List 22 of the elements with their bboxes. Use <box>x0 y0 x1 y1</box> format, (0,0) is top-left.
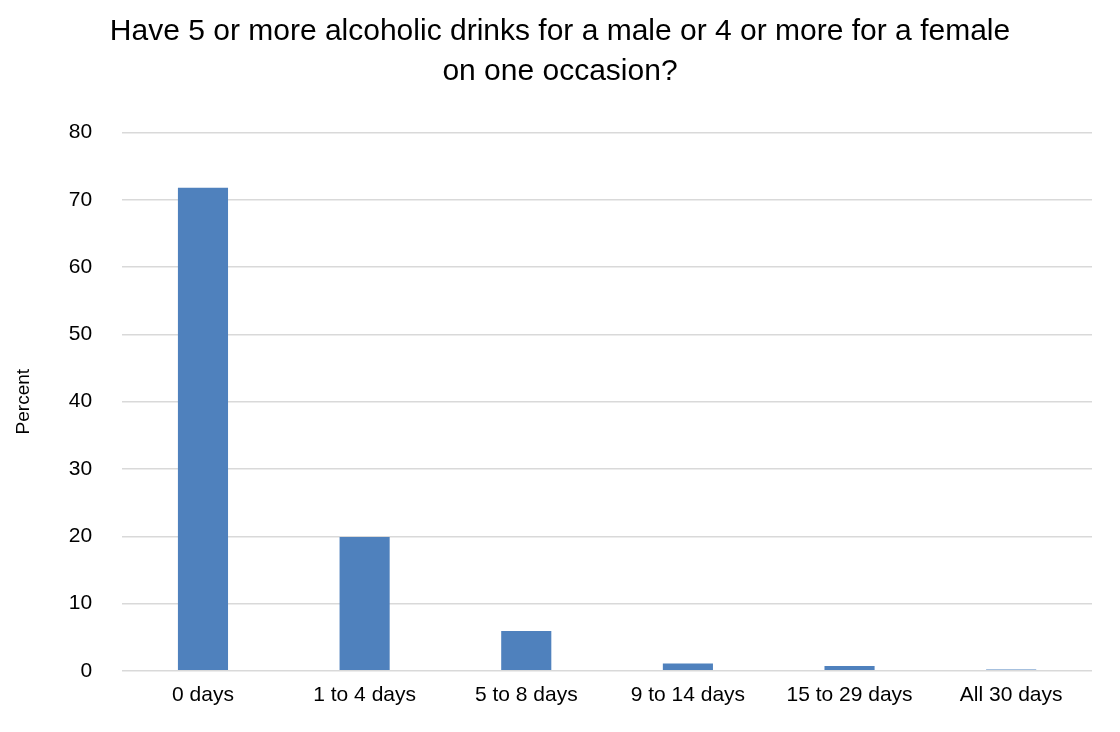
y-tick-label: 50 <box>68 321 93 345</box>
x-tick-label: 0 days <box>172 682 234 706</box>
x-tick-label: All 30 days <box>959 682 1063 706</box>
x-tick-label: 1 to 4 days <box>313 682 416 706</box>
bar <box>339 536 390 671</box>
bar <box>177 187 229 671</box>
y-tick-label: 70 <box>68 186 93 210</box>
y-tick-label: 0 <box>80 657 93 681</box>
x-tick-label: 9 to 14 days <box>630 682 746 706</box>
y-tick-label: 30 <box>68 455 93 479</box>
y-tick-label: 60 <box>68 253 93 277</box>
bar <box>662 663 713 671</box>
x-tick-label: 5 to 8 days <box>474 682 578 706</box>
y-tick-label: 20 <box>68 523 93 547</box>
bar <box>824 666 875 671</box>
y-tick-label: 10 <box>68 590 93 614</box>
bar <box>501 631 552 671</box>
x-tick-label: 15 to 29 days <box>786 682 913 706</box>
y-tick-label: 40 <box>68 388 93 412</box>
y-tick-label: 80 <box>68 119 93 143</box>
y-axis-title: Percent <box>11 368 33 435</box>
chart-title: Have 5 or more alcoholic drinks for a male or 4 or more for a female on one occasion? <box>108 12 1012 88</box>
